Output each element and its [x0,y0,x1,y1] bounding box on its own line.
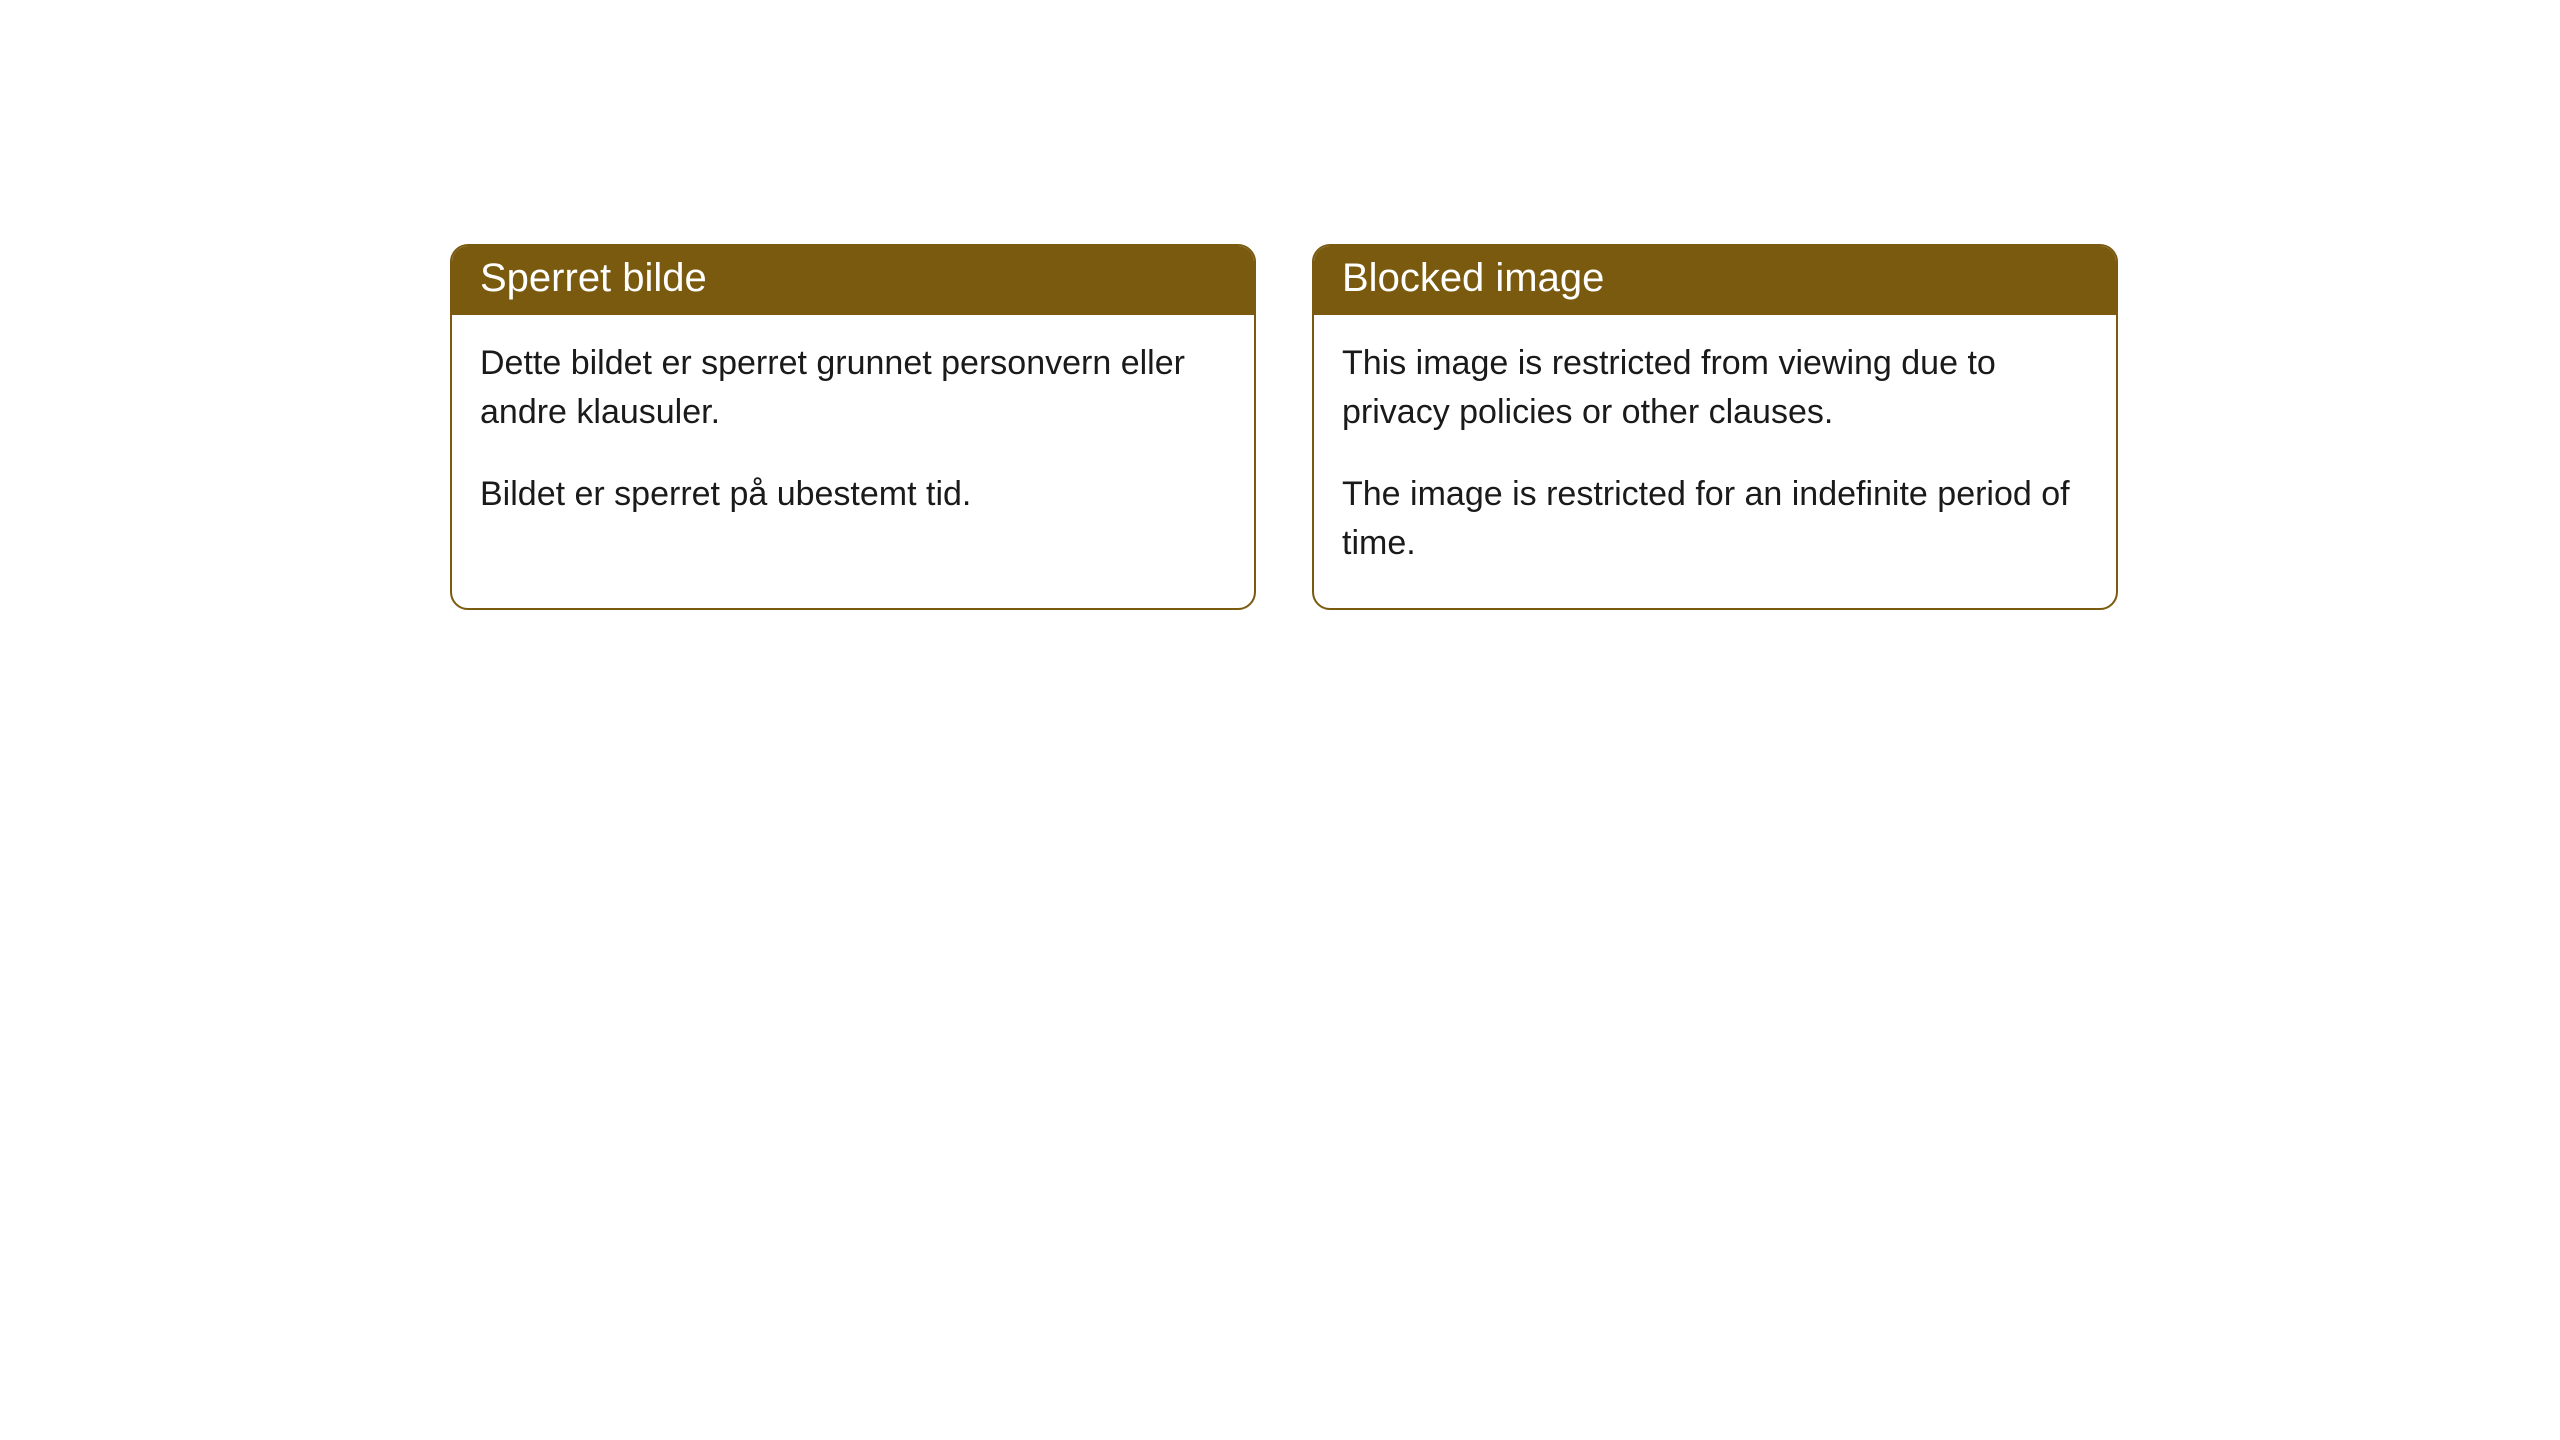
card-paragraph-1-en: This image is restricted from viewing du… [1342,339,2088,438]
blocked-image-card-no: Sperret bilde Dette bildet er sperret gr… [450,244,1256,610]
card-body-en: This image is restricted from viewing du… [1314,315,2116,608]
card-paragraph-2-en: The image is restricted for an indefinit… [1342,470,2088,569]
card-header-no: Sperret bilde [452,246,1254,315]
card-paragraph-1-no: Dette bildet er sperret grunnet personve… [480,339,1226,438]
card-header-en: Blocked image [1314,246,2116,315]
blocked-image-card-en: Blocked image This image is restricted f… [1312,244,2118,610]
card-body-no: Dette bildet er sperret grunnet personve… [452,315,1254,559]
card-paragraph-2-no: Bildet er sperret på ubestemt tid. [480,470,1226,519]
card-container: Sperret bilde Dette bildet er sperret gr… [0,0,2560,610]
